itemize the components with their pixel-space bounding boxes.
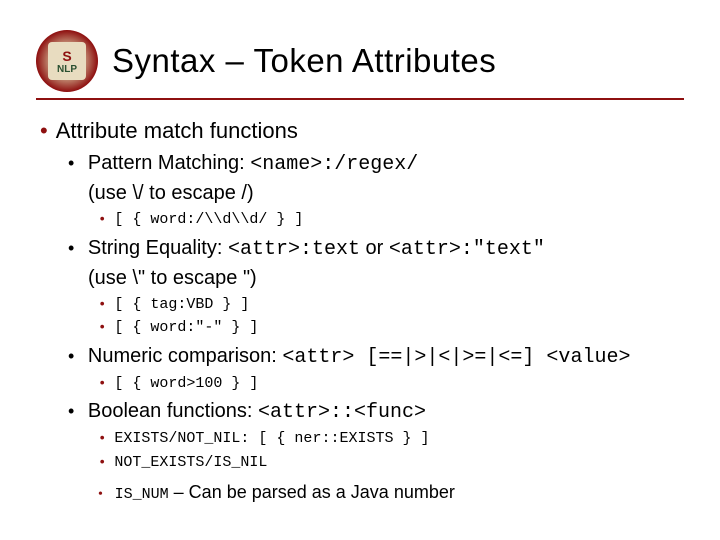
section-heading-text: Attribute match functions xyxy=(56,118,298,143)
item-string-ex2-code: [ { word:"-" } ] xyxy=(114,319,258,336)
item-string-note: (use \" to escape ") xyxy=(88,265,684,292)
item-numeric-code: <attr> [==|>|<|>=|<=] <value> xyxy=(282,346,630,369)
stanford-nlp-logo-icon: S NLP xyxy=(36,30,98,92)
item-numeric: Numeric comparison: <attr> [==|>|<|>=|<=… xyxy=(68,343,684,371)
logo-inner: S NLP xyxy=(48,42,86,80)
item-boolean-ex1: EXISTS/NOT_NIL: [ { ner::EXISTS } ] xyxy=(98,428,684,450)
item-boolean-ex1-code: EXISTS/NOT_NIL: [ { ner::EXISTS } ] xyxy=(114,430,429,447)
item-boolean-ex3-text: – Can be parsed as a Java number xyxy=(169,482,455,502)
item-string-code1: <attr>:text xyxy=(228,238,360,261)
item-pattern-code: <name>:/regex/ xyxy=(250,153,418,176)
section-heading: Attribute match functions xyxy=(40,118,684,144)
item-string-label: String Equality: xyxy=(88,237,228,259)
slide: S NLP Syntax – Token Attributes Attribut… xyxy=(0,0,720,527)
slide-header: S NLP Syntax – Token Attributes xyxy=(36,30,684,100)
item-string: String Equality: <attr>:text or <attr>:"… xyxy=(68,235,684,263)
slide-content: Attribute match functions Pattern Matchi… xyxy=(36,118,684,505)
item-pattern-note: (use \/ to escape /) xyxy=(88,180,684,207)
item-string-ex1: [ { tag:VBD } ] xyxy=(98,294,684,316)
item-numeric-label: Numeric comparison: xyxy=(88,345,283,367)
item-pattern: Pattern Matching: <name>:/regex/ xyxy=(68,150,684,178)
item-pattern-label: Pattern Matching: xyxy=(88,152,250,174)
item-pattern-ex1: [ { word:/\\d\\d/ } ] xyxy=(98,209,684,231)
item-string-ex1-code: [ { tag:VBD } ] xyxy=(114,296,249,313)
item-boolean-ex2-code: NOT_EXISTS/IS_NIL xyxy=(114,454,267,471)
item-string-ex2: [ { word:"-" } ] xyxy=(98,317,684,339)
item-numeric-ex1: [ { word>100 } ] xyxy=(98,373,684,395)
item-boolean-ex2: NOT_EXISTS/IS_NIL xyxy=(98,452,684,474)
logo-nlp: NLP xyxy=(57,64,77,75)
item-boolean-ex3: IS_NUM – Can be parsed as a Java number xyxy=(98,480,684,505)
item-pattern-ex1-code: [ { word:/\\d\\d/ } ] xyxy=(114,211,303,228)
item-string-or: or xyxy=(360,237,389,259)
slide-title: Syntax – Token Attributes xyxy=(112,42,496,80)
item-boolean-label: Boolean functions: xyxy=(88,400,258,422)
item-boolean-code: <attr>::<func> xyxy=(258,401,426,424)
item-boolean-ex3-code: IS_NUM xyxy=(115,486,169,503)
logo-s: S xyxy=(62,48,71,64)
item-boolean: Boolean functions: <attr>::<func> xyxy=(68,398,684,426)
item-numeric-ex1-code: [ { word>100 } ] xyxy=(114,375,258,392)
item-string-code2: <attr>:"text" xyxy=(389,238,545,261)
